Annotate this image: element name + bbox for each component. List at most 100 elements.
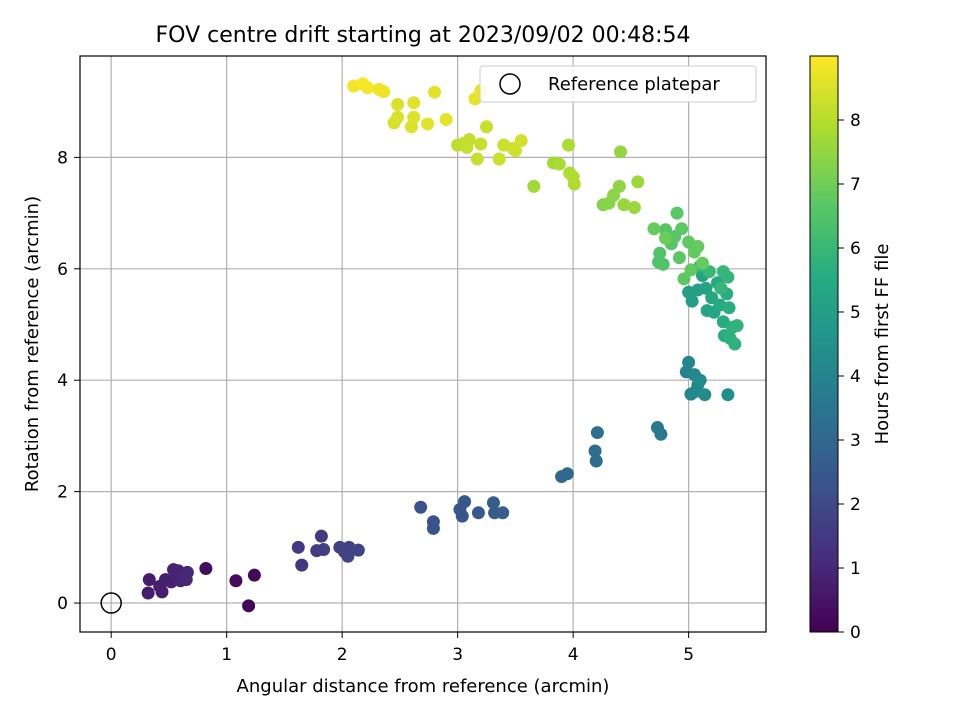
data-point xyxy=(560,467,574,481)
x-axis-label: Angular distance from reference (arcmin) xyxy=(237,676,610,697)
data-point xyxy=(317,543,331,557)
colorbar-gradient xyxy=(809,55,839,633)
data-point xyxy=(462,133,476,147)
legend-label: Reference platepar xyxy=(548,74,720,95)
colorbar-tick-label: 3 xyxy=(850,431,861,451)
legend-box xyxy=(479,65,757,103)
colorbar-tick-label: 4 xyxy=(850,367,861,387)
data-point xyxy=(654,427,668,441)
data-point xyxy=(722,301,736,315)
colorbar-ticks: 0 1 2 3 4 5 6 7 8 xyxy=(838,111,861,643)
data-point xyxy=(514,134,528,148)
data-point xyxy=(627,201,641,215)
data-point xyxy=(677,272,691,286)
data-point xyxy=(414,500,428,514)
x-tick-label: 2 xyxy=(337,645,348,665)
data-point xyxy=(567,177,581,191)
colorbar-tick-label: 2 xyxy=(850,495,861,515)
data-point xyxy=(730,319,744,333)
data-point xyxy=(647,222,661,236)
data-point xyxy=(527,179,541,193)
data-point xyxy=(426,521,440,535)
data-point xyxy=(486,496,500,510)
x-tick-label: 3 xyxy=(452,645,463,665)
legend: Reference platepar xyxy=(479,65,757,103)
data-point xyxy=(480,120,494,134)
y-tick-label: 4 xyxy=(57,371,68,391)
data-point xyxy=(656,257,670,271)
colorbar-tick-label: 5 xyxy=(850,303,861,323)
chart-title: FOV centre drift starting at 2023/09/02 … xyxy=(156,23,691,48)
data-point xyxy=(562,138,576,152)
data-point xyxy=(295,558,309,572)
data-point xyxy=(492,152,506,166)
colorbar-tick-label: 8 xyxy=(850,111,861,131)
y-axis-ticks: 0 2 4 6 8 xyxy=(57,148,80,614)
plot-frame xyxy=(79,55,767,633)
y-tick-label: 8 xyxy=(57,148,68,168)
data-point xyxy=(552,157,566,171)
data-point xyxy=(682,355,696,369)
data-point xyxy=(229,574,243,588)
data-point xyxy=(180,565,194,579)
colorbar-tick-label: 7 xyxy=(850,175,861,195)
data-point xyxy=(496,506,510,520)
data-point xyxy=(691,240,705,254)
colorbar-tick-label: 6 xyxy=(850,239,861,259)
data-point xyxy=(455,509,469,523)
data-point xyxy=(699,281,713,295)
data-point xyxy=(247,568,261,582)
data-point xyxy=(199,561,213,575)
y-tick-label: 2 xyxy=(57,483,68,503)
data-point xyxy=(716,265,730,279)
colorbar: 0 1 2 3 4 5 6 7 8 Hours from first FF file xyxy=(809,55,893,643)
data-point xyxy=(653,246,667,260)
data-point xyxy=(698,388,712,402)
data-point xyxy=(589,454,603,468)
data-point xyxy=(314,529,328,543)
colorbar-label: Hours from first FF file xyxy=(872,244,893,445)
data-point xyxy=(685,294,699,308)
data-point xyxy=(421,117,435,131)
data-point xyxy=(361,81,375,95)
data-point xyxy=(474,137,488,151)
colorbar-tick-label: 1 xyxy=(850,559,861,579)
data-points xyxy=(141,77,744,613)
x-tick-label: 1 xyxy=(221,645,232,665)
data-point xyxy=(155,585,169,599)
legend-marker xyxy=(499,73,521,95)
data-point xyxy=(612,179,626,193)
data-point xyxy=(659,231,673,245)
y-tick-label: 0 xyxy=(57,594,68,614)
data-point xyxy=(672,251,686,265)
data-point xyxy=(695,256,709,270)
data-point xyxy=(391,110,405,124)
x-axis-ticks: 0 1 2 3 4 5 xyxy=(106,632,694,665)
data-point xyxy=(351,543,365,557)
data-point xyxy=(508,144,522,158)
data-point xyxy=(407,110,421,124)
data-point xyxy=(141,586,155,600)
reference-marker xyxy=(100,592,122,614)
data-point xyxy=(439,113,453,127)
x-tick-label: 5 xyxy=(683,645,694,665)
data-point xyxy=(428,85,442,99)
data-point xyxy=(631,175,645,189)
data-point xyxy=(675,222,689,236)
data-point xyxy=(714,281,728,295)
data-point xyxy=(471,506,485,520)
data-point xyxy=(684,263,698,277)
grid xyxy=(80,56,766,632)
data-point xyxy=(613,145,627,159)
x-tick-label: 0 xyxy=(106,645,117,665)
data-point xyxy=(728,337,742,351)
data-point xyxy=(391,97,405,111)
data-point xyxy=(242,599,256,613)
data-point xyxy=(470,152,484,166)
data-point xyxy=(142,573,156,587)
data-point xyxy=(693,373,707,387)
data-point xyxy=(670,206,684,220)
data-point xyxy=(291,540,305,554)
y-axis-label: Rotation from reference (arcmin) xyxy=(22,196,43,492)
